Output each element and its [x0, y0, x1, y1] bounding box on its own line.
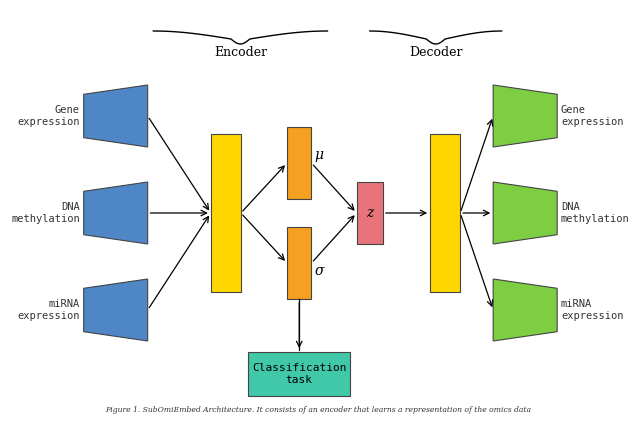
Text: Gene
expression: Gene expression — [561, 105, 623, 127]
Polygon shape — [84, 85, 148, 147]
Text: DNA
methylation: DNA methylation — [11, 202, 80, 224]
Polygon shape — [493, 279, 557, 341]
Text: DNA
methylation: DNA methylation — [561, 202, 630, 224]
Text: z: z — [366, 206, 374, 220]
Text: Figure 1. SubOmiEmbed Architecture. It consists of an encoder that learns a repr: Figure 1. SubOmiEmbed Architecture. It c… — [105, 406, 531, 414]
Bar — [430, 134, 460, 292]
Text: μ: μ — [314, 148, 323, 162]
Bar — [356, 182, 383, 244]
Text: Encoder: Encoder — [214, 46, 267, 58]
Polygon shape — [84, 279, 148, 341]
Bar — [211, 134, 241, 292]
Bar — [287, 227, 312, 299]
Polygon shape — [493, 85, 557, 147]
Text: miRNA
expression: miRNA expression — [561, 299, 623, 321]
Text: σ: σ — [314, 264, 324, 278]
Text: Decoder: Decoder — [409, 46, 463, 58]
Text: Classification
task: Classification task — [252, 363, 346, 385]
Polygon shape — [493, 182, 557, 244]
Bar — [248, 352, 350, 396]
Bar — [287, 127, 312, 199]
Text: miRNA
expression: miRNA expression — [17, 299, 80, 321]
Polygon shape — [84, 182, 148, 244]
Text: Gene
expression: Gene expression — [17, 105, 80, 127]
